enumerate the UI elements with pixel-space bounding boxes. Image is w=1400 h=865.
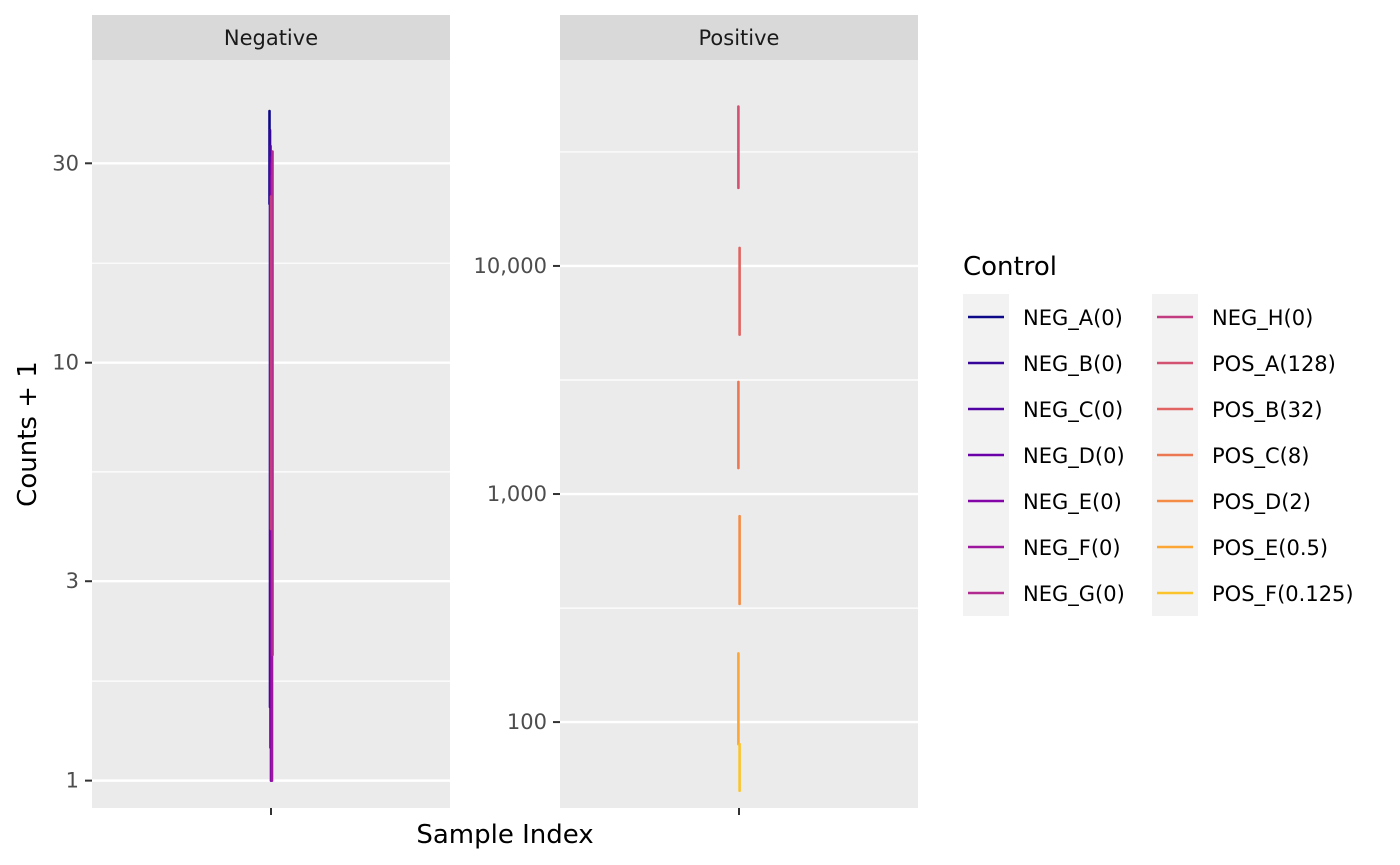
panel-negative: Negative 1 3 10 30 — [52, 15, 450, 815]
strip-positive-bg — [560, 15, 918, 60]
panel-negative-series — [268, 109, 274, 782]
panel-negative-y-ticks: 1 3 10 30 — [52, 151, 92, 793]
legend-label: NEG_F(0) — [1023, 536, 1121, 561]
x-axis-title: Sample Index — [416, 820, 593, 850]
legend-label: NEG_E(0) — [1023, 490, 1122, 515]
legend-label: POS_A(128) — [1212, 352, 1336, 377]
legend: Control NEG_A(0) NEG_B(0) NEG_C(0) NEG_D(0)… — [963, 252, 1354, 616]
legend-label: POS_D(2) — [1212, 490, 1311, 515]
legend-label: NEG_G(0) — [1023, 582, 1125, 607]
legend-label: POS_F(0.125) — [1212, 582, 1354, 607]
legend-label: NEG_A(0) — [1023, 306, 1123, 331]
legend-label: POS_B(32) — [1212, 398, 1323, 423]
strip-negative-bg — [92, 15, 450, 60]
legend-label: POS_C(8) — [1212, 444, 1309, 469]
y-tick-label: 10 — [52, 351, 79, 375]
panel-positive-y-ticks: 100 1,000 10,000 — [474, 254, 560, 734]
legend-label: NEG_C(0) — [1023, 398, 1123, 423]
strip-positive-label: Positive — [699, 26, 780, 50]
legend-label: NEG_D(0) — [1023, 444, 1125, 469]
y-tick-label: 3 — [66, 569, 79, 593]
legend-label: NEG_B(0) — [1023, 352, 1123, 377]
strip-negative-label: Negative — [224, 26, 318, 50]
y-tick-label: 10,000 — [474, 254, 547, 278]
legend-label: POS_E(0.5) — [1212, 536, 1328, 561]
panel-positive: Positive 100 1,000 10,000 — [474, 15, 918, 815]
y-tick-label: 100 — [507, 710, 547, 734]
y-tick-label: 1 — [66, 769, 79, 793]
y-axis-title: Counts + 1 — [13, 361, 43, 507]
y-tick-label: 30 — [52, 151, 79, 175]
legend-label: NEG_H(0) — [1212, 306, 1313, 331]
panel-positive-series — [737, 105, 741, 793]
legend-title: Control — [963, 252, 1057, 282]
y-tick-label: 1,000 — [487, 482, 547, 506]
legend-items: NEG_A(0) NEG_B(0) NEG_C(0) NEG_D(0) NEG_E(0)… — [963, 294, 1354, 616]
